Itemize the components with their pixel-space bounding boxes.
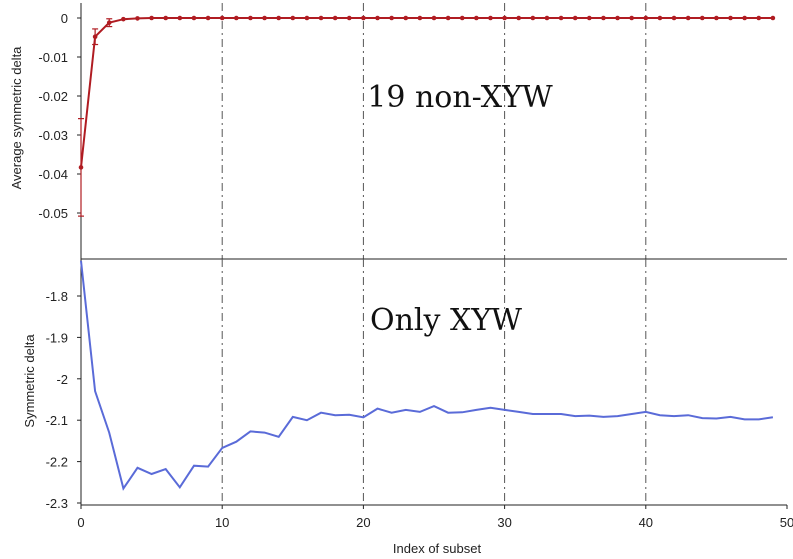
top-series-point [699,15,705,21]
bottom-x-ticks: 0 10 20 30 40 50 [77,505,793,530]
top-series-point [445,15,451,21]
top-series-point [643,15,649,21]
top-panel-annotation: 19 non-XYW [367,80,553,115]
top-series-point [615,15,620,21]
top-series-point [459,15,465,21]
top-series-point [191,15,197,21]
x-tick-label: 50 [780,515,793,530]
top-series-line [80,17,773,168]
bottom-y-axis-title: Symmetric delta [22,334,37,428]
x-axis-title: Index of subset [393,541,482,556]
top-series-point [149,15,154,21]
top-series-point [177,15,183,21]
top-series-point [728,15,733,21]
top-series-point [135,16,140,21]
top-series-point [516,15,522,21]
top-series-point [276,15,281,21]
bottom-grid [221,259,647,505]
top-series-point [558,15,564,21]
top-series-point [234,15,239,21]
bottom-panel: -1.8 -1.9 -2 -2.1 -2.2 -2.3 0 10 20 30 40 50 Symme… [22,259,793,556]
x-tick-label: 30 [497,515,511,530]
top-series-point [714,15,719,21]
bottom-panel-annotation: Only XYW [370,303,522,338]
x-tick-label: 40 [639,515,653,530]
top-panel: 0 -0.01 -0.02 -0.03 -0.04 -0.05 Average symme… [9,3,787,260]
top-series-point [205,15,211,21]
top-series-point [290,15,296,21]
top-series-point [587,15,592,21]
top-error-bars [78,18,113,217]
top-series [78,15,776,170]
top-series-point [431,15,437,21]
top-series-point [502,15,507,21]
top-y-axis-title: Average symmetric delta [9,46,24,190]
top-series-point [92,34,98,40]
top-series-point [403,15,409,21]
top-series-point [756,15,762,21]
bottom-y-ticks: -1.8 -1.9 -2 -2.1 -2.2 -2.3 [46,289,81,511]
top-series-point [671,15,677,21]
top-series-point [685,15,691,21]
bottom-series-line [80,260,774,491]
x-tick-label: 0 [77,515,84,530]
x-tick-label: 10 [215,515,229,530]
top-series-point [530,15,536,21]
bottom-series [80,260,774,491]
bottom-y-tick-label: -2.2 [46,455,68,470]
top-series-point [219,15,225,21]
top-y-tick-label: 0 [61,11,68,26]
top-series-point [332,15,338,21]
top-series-point [262,15,267,21]
top-series-point [629,15,634,21]
top-series-point [770,15,776,21]
top-series-point [544,15,550,21]
top-series-point [106,20,112,25]
bottom-y-tick-label: -1.8 [46,289,68,304]
top-series-point [346,15,352,21]
top-series-point [248,15,253,21]
top-y-ticks: 0 -0.01 -0.02 -0.03 -0.04 -0.05 [38,11,81,221]
bottom-y-tick-label: -2.1 [46,413,68,428]
top-series-point [318,15,324,21]
top-series-point [78,165,84,170]
top-series-point [121,16,126,22]
x-tick-label: 20 [356,515,370,530]
top-grid [221,3,647,259]
bottom-y-tick-label: -1.9 [46,330,68,345]
top-series-point [742,15,747,21]
top-series-point [601,15,606,21]
top-series-point [474,15,479,21]
top-series-point [657,15,663,21]
top-series-point [488,15,493,21]
top-y-tick-label: -0.04 [38,167,68,182]
top-series-point [361,15,366,21]
top-series-point [163,15,169,21]
top-series-point [389,15,394,21]
top-y-tick-label: -0.02 [38,89,68,104]
top-series-point [304,15,310,21]
top-series-point [572,15,578,21]
top-y-tick-label: -0.01 [38,50,68,65]
bottom-y-tick-label: -2 [56,372,68,387]
top-y-tick-label: -0.03 [38,128,68,143]
bottom-y-tick-label: -2.3 [46,496,68,511]
top-y-tick-label: -0.05 [38,206,68,221]
top-series-point [375,15,380,21]
top-series-point [417,15,423,21]
